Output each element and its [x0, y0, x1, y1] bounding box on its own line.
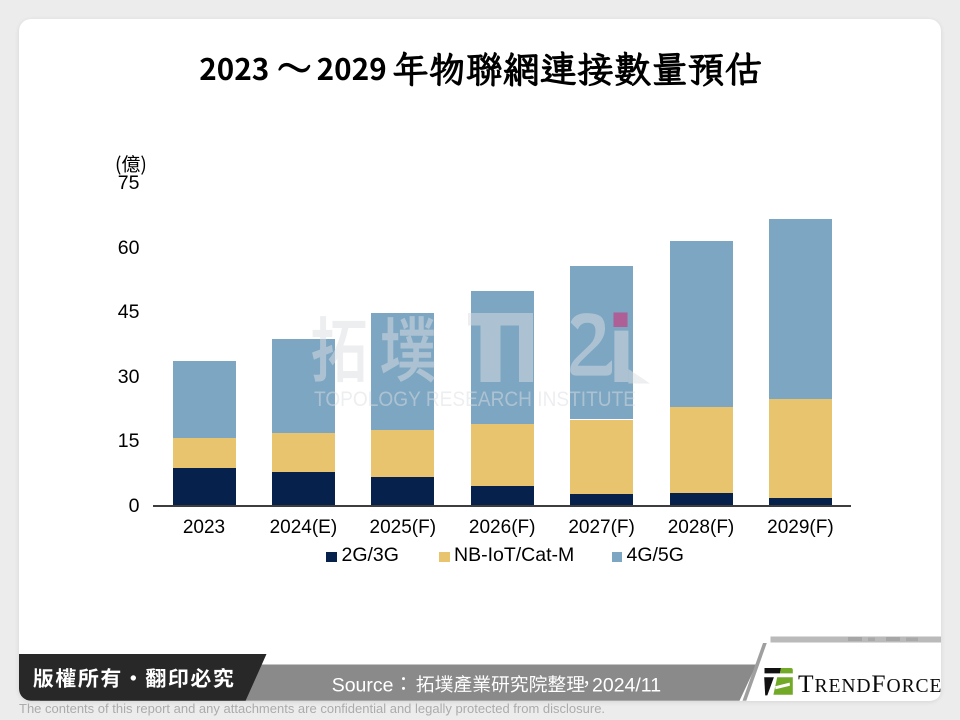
svg-text:2024/11: 2024/11: [592, 675, 661, 697]
svg-text:TOPOLOGY RESEARCH INSTITUTE: TOPOLOGY RESEARCH INSTITUTE: [314, 388, 636, 411]
svg-text:Source: Source: [332, 675, 394, 697]
